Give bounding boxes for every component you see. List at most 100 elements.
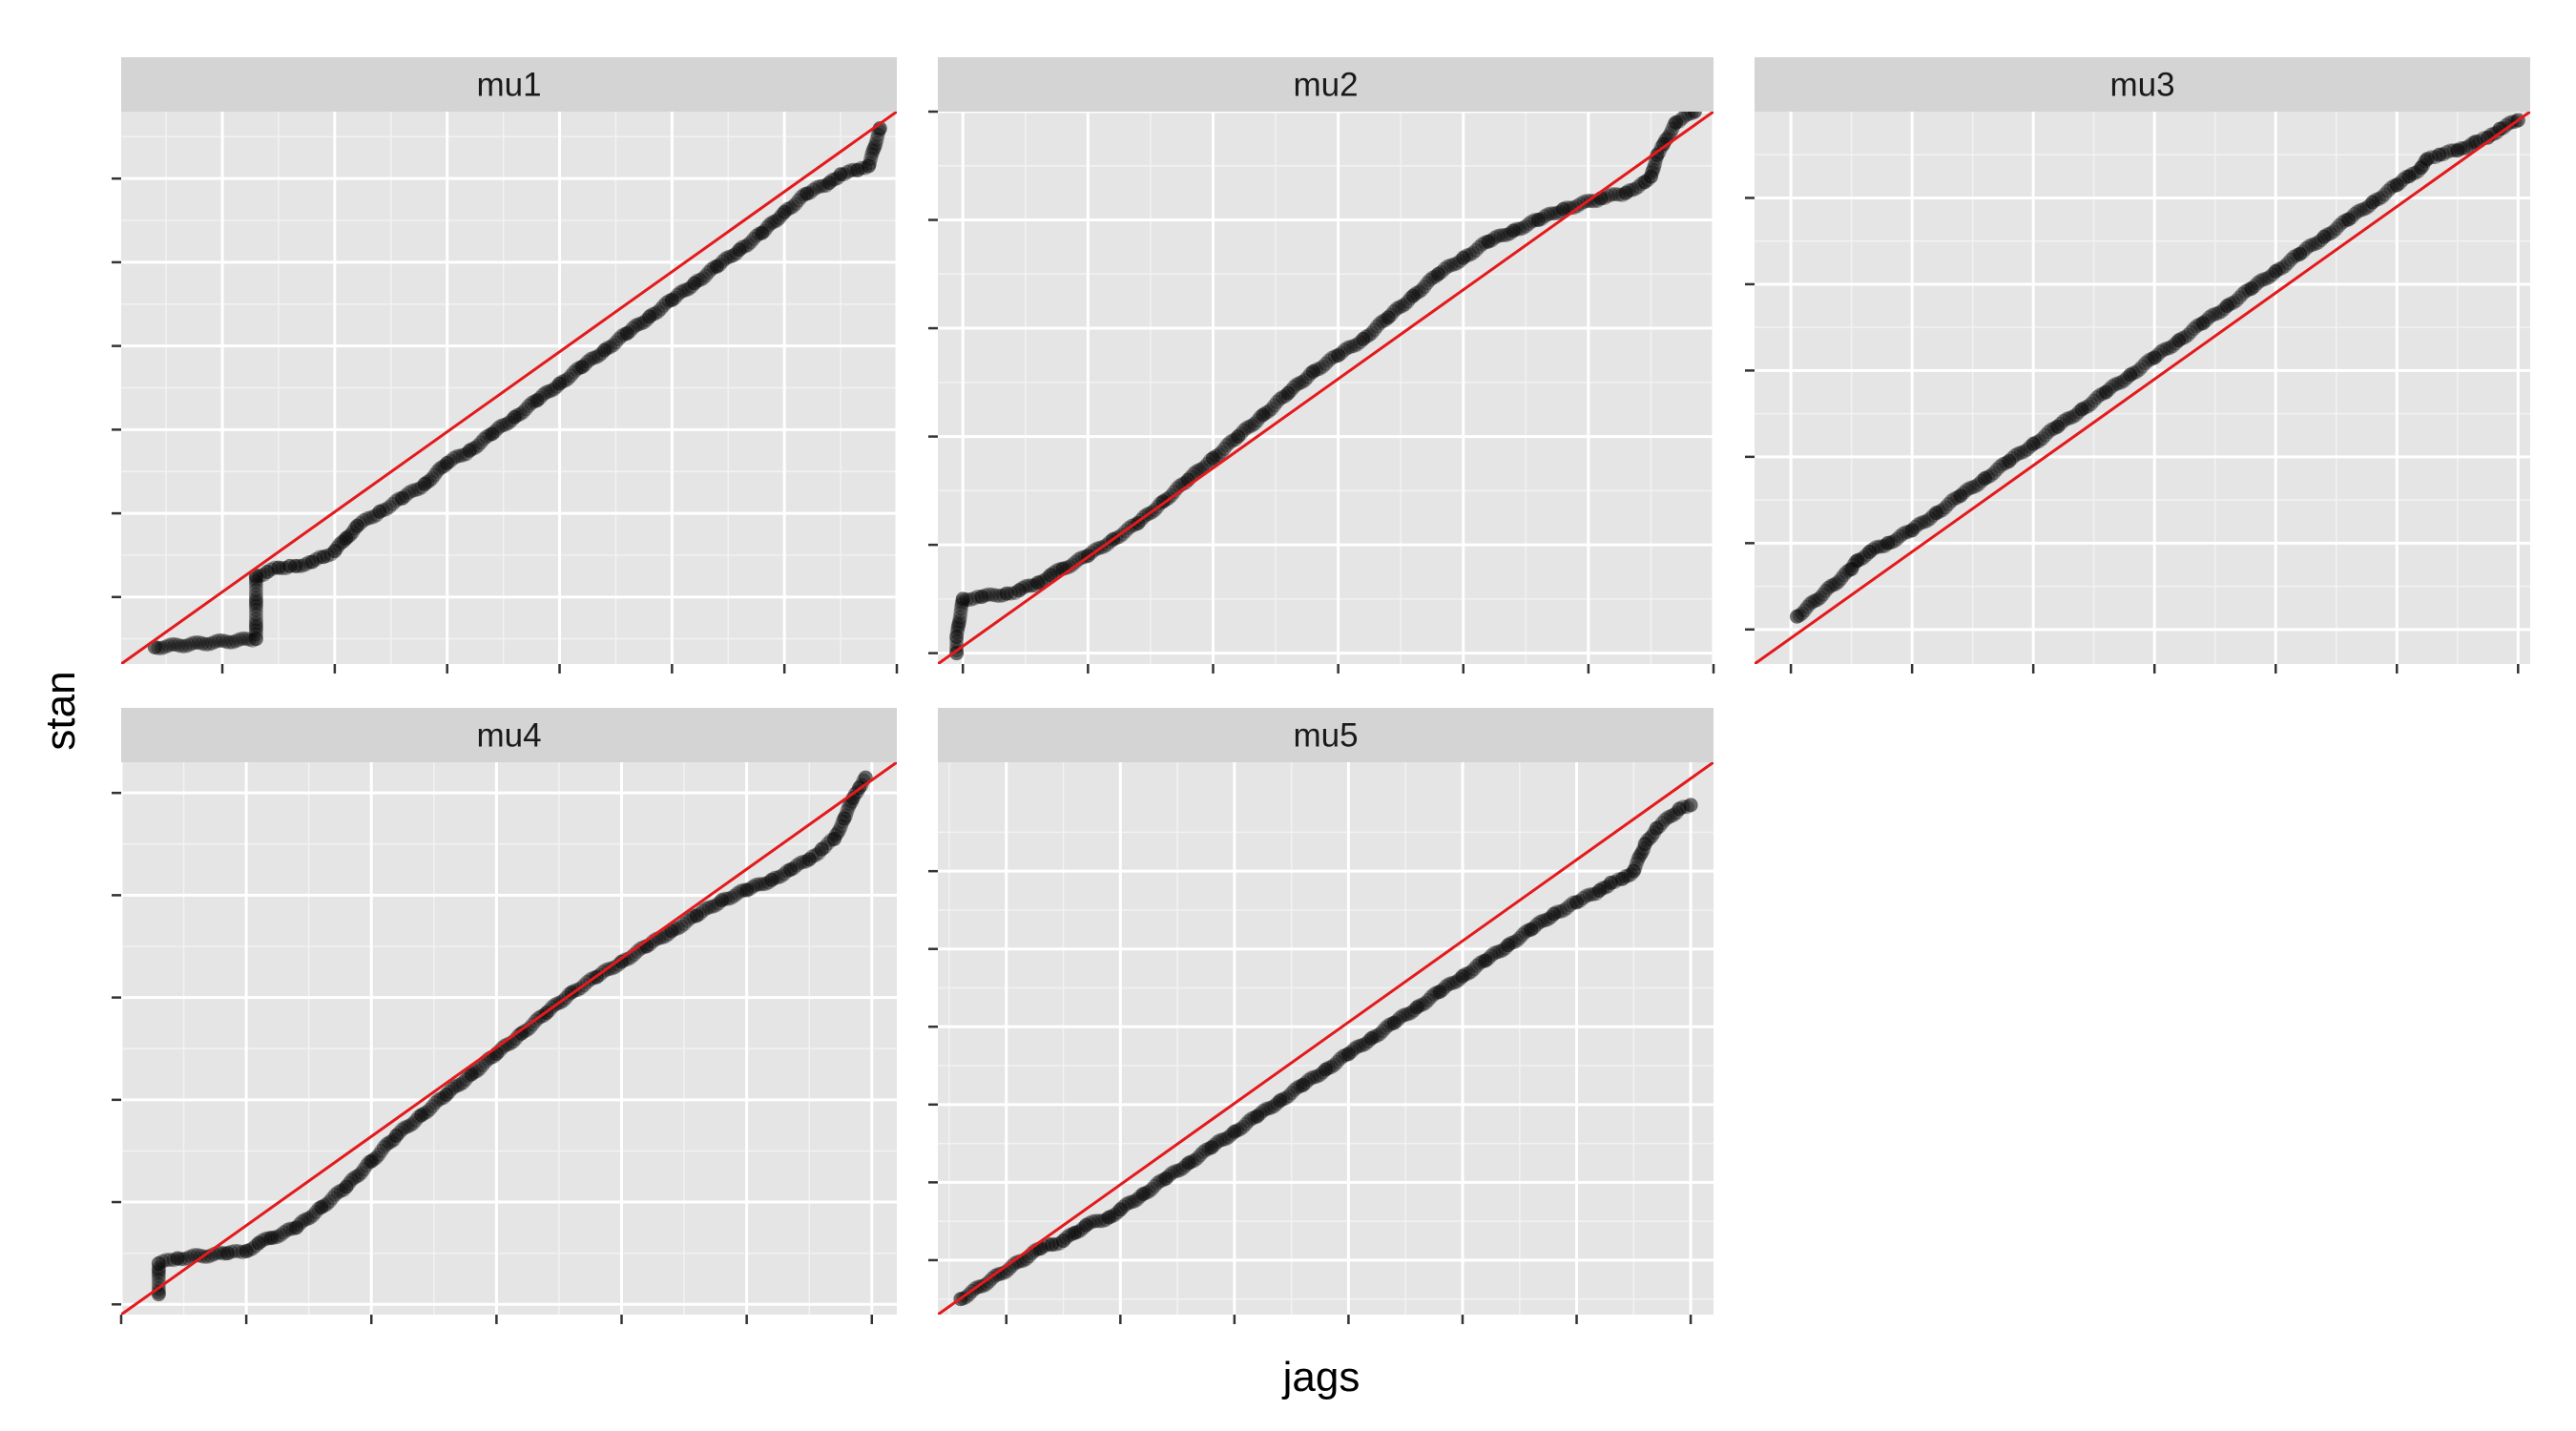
data-point [2427,150,2442,165]
data-point [151,1284,166,1299]
data-point [376,1140,391,1155]
data-point [1218,1131,1234,1147]
data-point [171,637,186,653]
data-point [833,167,848,182]
data-point [1649,820,1664,836]
data-point [1411,284,1426,300]
data-point [651,304,666,320]
data-point [2216,301,2232,317]
data-point [405,484,420,499]
data-point [208,633,223,649]
data-point [1214,445,1229,460]
data-point [2123,367,2138,383]
data-point [1005,1258,1020,1274]
data-point [786,861,801,876]
data-point [1792,608,1807,623]
data-point [808,847,823,862]
data-point [952,613,967,629]
data-point [2234,286,2250,301]
data-point [356,513,371,529]
data-point [594,345,610,361]
data-point [675,283,691,299]
data-point [1446,257,1462,272]
data-point [2129,364,2144,380]
data-point [1481,234,1496,249]
data-point [628,318,643,333]
data-point [1107,1207,1122,1222]
data-point [2131,362,2147,377]
data-point [1003,586,1018,601]
data-point [1487,230,1503,245]
data-point [1287,1082,1302,1097]
data-point [449,449,465,465]
data-point [2407,165,2422,180]
data-point [1569,895,1585,910]
data-point [1449,256,1465,271]
data-point [1402,290,1418,305]
data-point [151,1273,166,1288]
data-point [1628,181,1643,197]
data-point [221,634,237,650]
data-point [1633,846,1649,861]
data-point [177,1252,192,1267]
data-point [2386,178,2401,194]
data-point [764,215,779,230]
data-point [631,317,646,332]
data-point [408,1112,424,1128]
data-point [502,415,516,430]
data-point [336,1182,351,1197]
data-point [2423,150,2439,165]
panel-strip-label: mu4 [476,717,541,755]
data-point [420,474,435,489]
data-point [1275,389,1290,404]
data-point [497,1038,512,1053]
data-point [2084,397,2099,412]
data-point [634,316,649,331]
data-point [343,528,358,543]
data-point [332,537,347,552]
data-point [151,1260,166,1275]
data-point [1968,479,1984,494]
data-point [1808,593,1823,609]
data-point [439,1087,454,1102]
data-point [2365,195,2380,210]
data-point [1532,915,1548,930]
data-point [1878,538,1893,553]
data-point [1608,187,1623,202]
data-point [1313,1068,1328,1083]
data-point [1296,1077,1311,1092]
panel-mu2: mu2 [928,57,1715,674]
data-point [1932,504,1947,519]
data-point [1326,1057,1341,1072]
data-point [1150,1175,1165,1191]
data-point [2192,317,2208,332]
data-point [667,290,682,305]
data-point [1340,341,1355,356]
data-point [1228,432,1243,447]
data-point [1343,1044,1359,1059]
data-point [456,447,471,463]
data-point [1337,342,1352,358]
data-point [511,1027,527,1043]
data-point [1917,514,1932,529]
data-point [1914,515,1929,530]
data-point [2032,433,2047,448]
data-point [470,438,486,453]
data-point [1070,1224,1085,1239]
data-point [1124,1194,1139,1210]
reference-line [938,112,1714,664]
data-point [1650,147,1665,162]
data-point [764,872,779,887]
data-point [364,1153,379,1169]
data-point [715,254,730,269]
data-point [818,840,833,855]
data-point [450,1078,466,1093]
data-point [1052,1235,1068,1251]
data-point [241,632,257,647]
data-point [1045,1237,1060,1253]
data-point [465,441,480,456]
data-point [2442,143,2458,158]
data-point [1261,404,1277,419]
data-point [493,419,509,434]
data-point [1207,1137,1222,1152]
